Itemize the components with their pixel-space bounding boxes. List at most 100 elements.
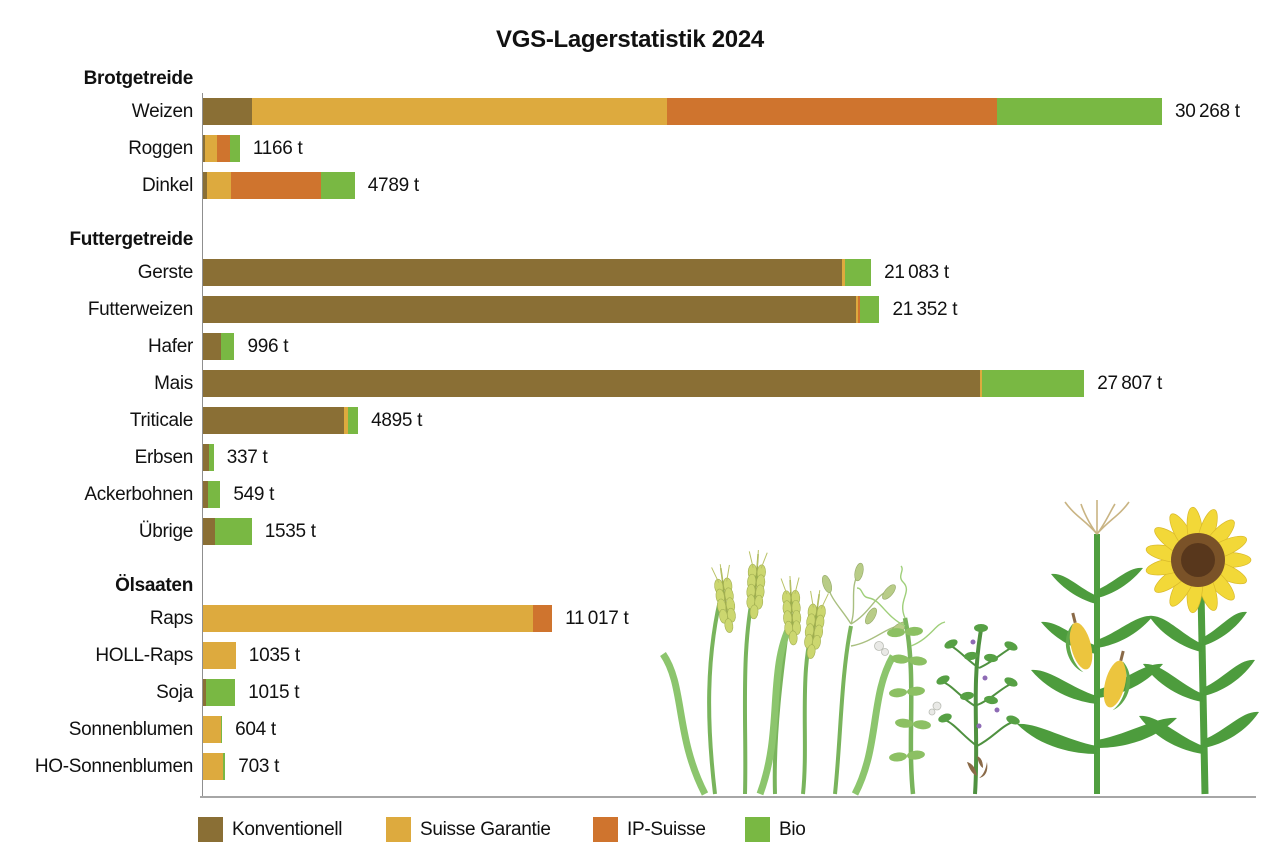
- bar-segment-konventionell: [203, 135, 206, 162]
- bar-futterweizen: [203, 296, 880, 323]
- bar-zone: 703 t: [203, 753, 1255, 780]
- bar-zone: 21 083 t: [203, 259, 1255, 286]
- row-label: Gerste: [137, 261, 194, 283]
- bar-weizen: [203, 98, 1162, 125]
- chart-row-ho-sonnenblumen: HO-Sonnenblumen 703 t: [0, 753, 1280, 780]
- row-label: Dinkel: [142, 174, 193, 196]
- chart-row-weizen: Weizen 30 268 t: [0, 98, 1280, 125]
- bar-value-label: 1166 t: [252, 138, 303, 159]
- bar-segment-bio: [220, 716, 223, 743]
- chart-title: VGS-Lagerstatistik 2024: [496, 26, 764, 53]
- bar-zone: 30 268 t: [203, 98, 1255, 125]
- bar-value-label: 1035 t: [248, 645, 300, 666]
- legend-label-bio: Bio: [779, 818, 806, 840]
- bar-zone: 4895 t: [203, 407, 1255, 434]
- legend-label-suisse-garantie: Suisse Garantie: [420, 818, 551, 840]
- bar-value-label: 21 083 t: [884, 262, 949, 283]
- bar-zone: 1035 t: [203, 642, 1255, 669]
- bar-mais: [203, 370, 1085, 397]
- bar-segment-suisse-garantie: [205, 135, 218, 162]
- bar-zone: 996 t: [203, 333, 1255, 360]
- legend-item-suisse-garantie: Suisse Garantie: [386, 817, 551, 842]
- bar-value-label: 703 t: [238, 756, 280, 777]
- bar-segment-konventionell: [203, 679, 207, 706]
- legend-label-konventionell: Konventionell: [232, 818, 343, 840]
- bar-segment-bio: [996, 98, 1162, 125]
- bar-roggen: [203, 135, 240, 162]
- bar-segment-suisse-garantie: [855, 296, 858, 323]
- row-label: Ackerbohnen: [84, 483, 193, 505]
- bar-segment-ip-suisse: [217, 135, 230, 162]
- section-header-label: Futtergetreide: [69, 229, 193, 250]
- bar-segment-suisse-garantie: [980, 370, 982, 397]
- row-label: Sonnenblumen: [68, 718, 194, 740]
- bar-zone: 1015 t: [203, 679, 1255, 706]
- bar-segment-konventionell: [203, 444, 210, 471]
- bar-segment-ip-suisse: [857, 296, 860, 323]
- chart-row-futterweizen: Futterweizen 21 352 t: [0, 296, 1280, 323]
- bar-segment-konventionell: [203, 98, 253, 125]
- legend-swatch-bio-icon: [745, 817, 770, 842]
- bar-zone: 549 t: [203, 481, 1255, 508]
- x-axis-baseline: [200, 796, 1256, 798]
- bar-segment-suisse-garantie: [841, 259, 846, 286]
- bar-segment-bio: [348, 407, 359, 434]
- row-label: Triticale: [129, 409, 193, 431]
- chart-row-ackerbohnen: Ackerbohnen 549 t: [0, 481, 1280, 508]
- row-label: Weizen: [131, 100, 194, 122]
- bar-value-label: 549 t: [233, 484, 275, 505]
- section-header-label: Ölsaaten: [115, 575, 193, 596]
- bar-segment-suisse-garantie: [203, 753, 224, 780]
- bar-hafer: [203, 333, 235, 360]
- bar-segment-konventionell: [203, 333, 221, 360]
- chart-legend: Konventionell Suisse Garantie IP-Suisse …: [0, 817, 1280, 847]
- row-label: Mais: [154, 372, 193, 394]
- bar-segment-ip-suisse: [667, 98, 997, 125]
- bar-value-label: 27 807 t: [1097, 373, 1162, 394]
- bar-zone: 604 t: [203, 716, 1255, 743]
- bar-ubrige: [203, 518, 252, 545]
- chart-row-gerste: Gerste 21 083 t: [0, 259, 1280, 286]
- bar-segment-bio: [859, 296, 880, 323]
- chart-row-hafer: Hafer 996 t: [0, 333, 1280, 360]
- chart-row-roggen: Roggen 1166 t: [0, 135, 1280, 162]
- bar-segment-konventionell: [203, 259, 842, 286]
- bar-segment-suisse-garantie: [344, 407, 349, 434]
- bar-value-label: 1015 t: [248, 682, 300, 703]
- bar-zone: 11 017 t: [203, 605, 1255, 632]
- bar-zone: 337 t: [203, 444, 1255, 471]
- bar-segment-bio: [209, 444, 214, 471]
- bar-segment-bio: [229, 135, 240, 162]
- bar-segment-bio: [845, 259, 872, 286]
- y-axis-line: [202, 93, 203, 797]
- bar-segment-suisse-garantie: [203, 642, 236, 669]
- bar-segment-ip-suisse: [532, 605, 553, 632]
- section-header-label: Brotgetreide: [83, 68, 194, 89]
- chart-row-raps: Raps 11 017 t: [0, 605, 1280, 632]
- bar-value-label: 1535 t: [264, 521, 316, 542]
- bar-gerste: [203, 259, 872, 286]
- bar-zone: 1166 t: [203, 135, 1255, 162]
- bar-segment-suisse-garantie: [252, 98, 668, 125]
- bar-zone: 4789 t: [203, 172, 1255, 199]
- row-label: Futterweizen: [87, 298, 193, 320]
- bar-zone: 21 352 t: [203, 296, 1255, 323]
- bar-segment-bio: [215, 518, 252, 545]
- bar-segment-konventionell: [203, 172, 208, 199]
- chart-rows: Brotgetreide Weizen 30 268 t Roggen 1166 t Di…: [0, 68, 1280, 790]
- legend-item-ip-suisse: IP-Suisse: [593, 817, 706, 842]
- bar-segment-konventionell: [203, 481, 208, 508]
- bar-segment-konventionell: [203, 296, 856, 323]
- chart-row-triticale: Triticale 4895 t: [0, 407, 1280, 434]
- section-header-olsaaten: Ölsaaten: [0, 575, 1280, 597]
- bar-value-label: 4895 t: [371, 410, 423, 431]
- bar-raps: [203, 605, 553, 632]
- chart-row-dinkel: Dinkel 4789 t: [0, 172, 1280, 199]
- row-label: Hafer: [148, 335, 193, 357]
- bar-sonnenblumen: [203, 716, 223, 743]
- legend-swatch-ip-suisse-icon: [593, 817, 618, 842]
- bar-value-label: 11 017 t: [565, 608, 629, 629]
- row-label: Übrige: [138, 520, 193, 542]
- legend-item-bio: Bio: [745, 817, 806, 842]
- bar-segment-konventionell: [203, 407, 344, 434]
